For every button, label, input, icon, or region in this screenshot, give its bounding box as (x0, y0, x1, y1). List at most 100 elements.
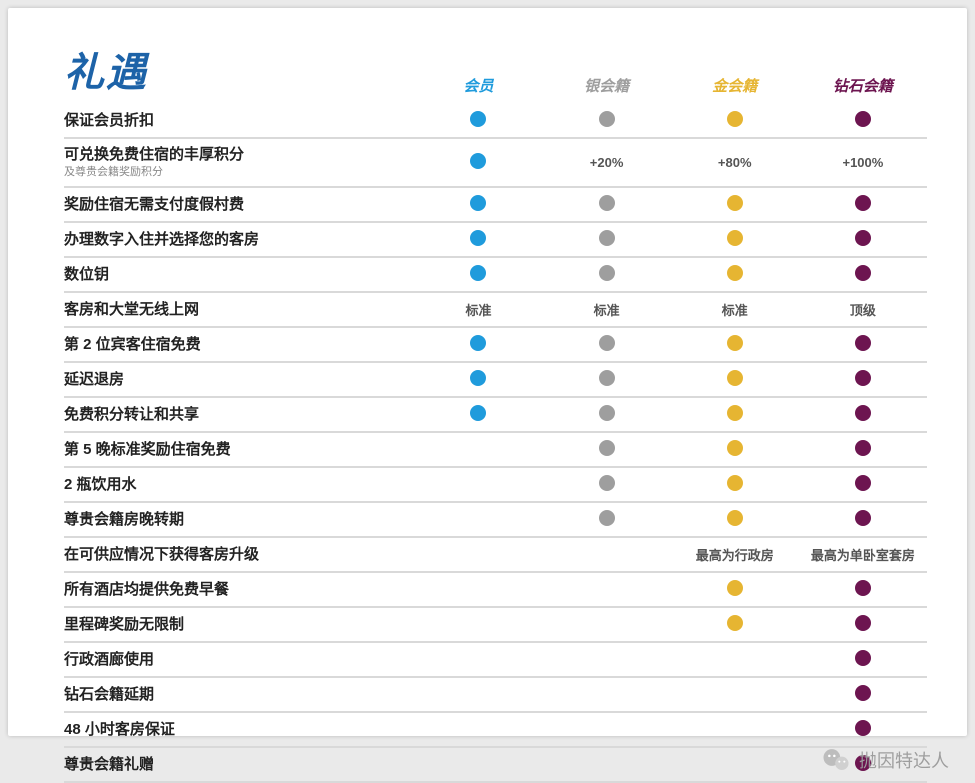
benefit-cell (543, 712, 671, 747)
benefit-cell (543, 397, 671, 432)
dot-icon (599, 510, 615, 526)
tier-header-diamond: 钻石会籍 (799, 42, 927, 104)
benefit-sublabel: 及尊贵会籍奖励积分 (64, 166, 410, 179)
benefit-cell (543, 467, 671, 502)
benefit-cell (799, 642, 927, 677)
dot-icon (727, 230, 743, 246)
dot-icon (599, 405, 615, 421)
benefit-row: 数位钥 (64, 257, 927, 292)
benefit-label: 免费积分转让和共享 (64, 397, 414, 432)
dot-icon (599, 230, 615, 246)
benefit-row: 免费积分转让和共享 (64, 397, 927, 432)
benefit-label: 办理数字入住并选择您的客房 (64, 222, 414, 257)
benefit-cell (543, 537, 671, 572)
benefit-cell (414, 187, 542, 222)
benefit-row: 保证会员折扣 (64, 104, 927, 138)
dot-icon (855, 230, 871, 246)
dot-icon (727, 195, 743, 211)
benefit-label: 奖励住宿无需支付度假村费 (64, 187, 414, 222)
benefit-cell (671, 607, 799, 642)
benefit-row: 在可供应情况下获得客房升级最高为行政房最高为单卧室套房 (64, 537, 927, 572)
benefit-cell: 标准 (543, 292, 671, 327)
benefit-cell (671, 502, 799, 537)
benefit-row: 尊贵会籍礼赠 (64, 747, 927, 782)
benefit-row: 行政酒廊使用 (64, 642, 927, 677)
benefit-cell (799, 327, 927, 362)
benefit-cell (799, 362, 927, 397)
dot-icon (470, 370, 486, 386)
benefit-label: 尊贵会籍礼赠 (64, 747, 414, 782)
benefit-label: 48 小时客房保证 (64, 712, 414, 747)
benefit-cell (414, 397, 542, 432)
benefit-cell (414, 432, 542, 467)
dot-icon (470, 195, 486, 211)
benefit-cell (799, 467, 927, 502)
benefit-cell: 顶级 (799, 292, 927, 327)
benefit-cell (414, 677, 542, 712)
benefits-card: 礼遇会员银会籍金会籍钻石会籍 保证会员折扣可兑换免费住宿的丰厚积分及尊贵会籍奖励… (8, 8, 967, 736)
table-body: 保证会员折扣可兑换免费住宿的丰厚积分及尊贵会籍奖励积分+20%+80%+100%… (64, 104, 927, 782)
tier-header-member: 会员 (414, 42, 542, 104)
dot-icon (727, 405, 743, 421)
benefit-cell (543, 362, 671, 397)
benefit-label: 行政酒廊使用 (64, 642, 414, 677)
benefit-cell (543, 104, 671, 138)
dot-icon (599, 265, 615, 281)
benefit-cell (543, 607, 671, 642)
benefit-cell (543, 187, 671, 222)
dot-icon (855, 405, 871, 421)
dot-icon (855, 720, 871, 736)
benefit-label: 可兑换免费住宿的丰厚积分及尊贵会籍奖励积分 (64, 138, 414, 187)
benefit-cell (799, 257, 927, 292)
dot-icon (855, 370, 871, 386)
dot-icon (855, 111, 871, 127)
dot-icon (855, 265, 871, 281)
dot-icon (727, 265, 743, 281)
benefit-cell (671, 712, 799, 747)
benefit-cell (414, 712, 542, 747)
benefit-cell (414, 222, 542, 257)
dot-icon (855, 510, 871, 526)
table-head: 礼遇会员银会籍金会籍钻石会籍 (64, 42, 927, 104)
benefit-cell (414, 327, 542, 362)
benefit-cell (799, 572, 927, 607)
benefit-cell (414, 607, 542, 642)
benefit-cell (543, 327, 671, 362)
benefit-label: 保证会员折扣 (64, 104, 414, 138)
dot-icon (855, 580, 871, 596)
dot-icon (855, 335, 871, 351)
benefit-cell (671, 362, 799, 397)
benefit-label: 2 瓶饮用水 (64, 467, 414, 502)
benefit-cell (799, 677, 927, 712)
benefit-cell (799, 607, 927, 642)
benefit-cell (414, 257, 542, 292)
benefit-label: 第 5 晚标准奖励住宿免费 (64, 432, 414, 467)
benefit-cell (543, 747, 671, 782)
dot-icon (855, 685, 871, 701)
benefit-cell: 标准 (671, 292, 799, 327)
benefit-row: 第 5 晚标准奖励住宿免费 (64, 432, 927, 467)
benefit-label: 所有酒店均提供免费早餐 (64, 572, 414, 607)
benefit-row: 奖励住宿无需支付度假村费 (64, 187, 927, 222)
dot-icon (727, 475, 743, 491)
dot-icon (599, 475, 615, 491)
dot-icon (599, 370, 615, 386)
dot-icon (727, 580, 743, 596)
dot-icon (599, 440, 615, 456)
benefit-cell: +20% (543, 138, 671, 187)
benefit-label: 尊贵会籍房晚转期 (64, 502, 414, 537)
wechat-icon (821, 745, 851, 775)
benefit-cell (543, 432, 671, 467)
benefit-row: 里程碑奖励无限制 (64, 607, 927, 642)
benefit-cell (671, 397, 799, 432)
benefit-cell (543, 502, 671, 537)
benefit-cell (671, 257, 799, 292)
dot-icon (855, 650, 871, 666)
benefit-row: 尊贵会籍房晚转期 (64, 502, 927, 537)
benefit-cell (671, 677, 799, 712)
watermark: 抛因特达人 (821, 745, 949, 775)
benefit-cell (671, 747, 799, 782)
benefit-row: 2 瓶饮用水 (64, 467, 927, 502)
benefit-row: 第 2 位宾客住宿免费 (64, 327, 927, 362)
dot-icon (470, 111, 486, 127)
